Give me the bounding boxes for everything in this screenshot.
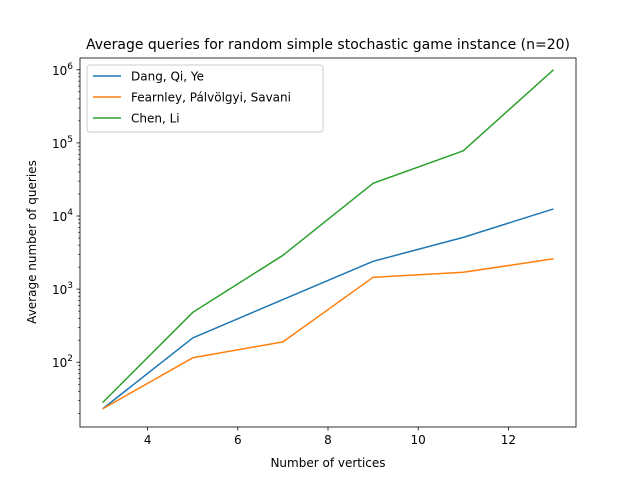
series-line-0 <box>102 208 554 410</box>
y-tick-base: 10 <box>52 64 67 78</box>
y-axis-label: Average number of queries <box>25 160 39 324</box>
y-tick-label: 103 <box>52 281 73 297</box>
y-tick-exponent: 5 <box>67 135 73 145</box>
chart-title: Average queries for random simple stocha… <box>86 37 570 53</box>
y-tick-exponent: 2 <box>67 354 73 364</box>
y-tick-exponent: 6 <box>67 62 73 72</box>
x-tick-label: 6 <box>234 433 242 447</box>
y-tick-exponent: 4 <box>67 208 73 218</box>
x-tick-label: 8 <box>324 433 332 447</box>
y-tick-label: 104 <box>52 208 73 224</box>
x-tick-label: 10 <box>411 433 426 447</box>
series-line-2 <box>102 69 554 404</box>
legend: Dang, Qi, Ye Fearnley, Pálvölgyi, Savani C… <box>86 64 324 133</box>
y-tick-base: 10 <box>52 283 67 297</box>
x-tick-label: 12 <box>501 433 516 447</box>
y-tick-label: 106 <box>52 62 73 78</box>
y-tick-base: 10 <box>52 137 67 151</box>
legend-label: Chen, Li <box>131 112 180 126</box>
y-tick-exponent: 3 <box>67 281 73 291</box>
series-line-1 <box>102 258 554 410</box>
y-tick-label: 102 <box>52 354 73 370</box>
y-tick-base: 10 <box>52 356 67 370</box>
x-axis-label: Number of vertices <box>270 456 385 470</box>
legend-label: Dang, Qi, Ye <box>131 70 204 84</box>
y-tick-label: 105 <box>52 135 73 151</box>
x-axis: 4 6 8 10 12 <box>144 427 516 447</box>
legend-box <box>86 64 324 133</box>
series-lines <box>102 69 554 410</box>
y-tick-base: 10 <box>52 210 67 224</box>
legend-label: Fearnley, Pálvölgyi, Savani <box>131 91 291 105</box>
x-tick-label: 4 <box>144 433 152 447</box>
